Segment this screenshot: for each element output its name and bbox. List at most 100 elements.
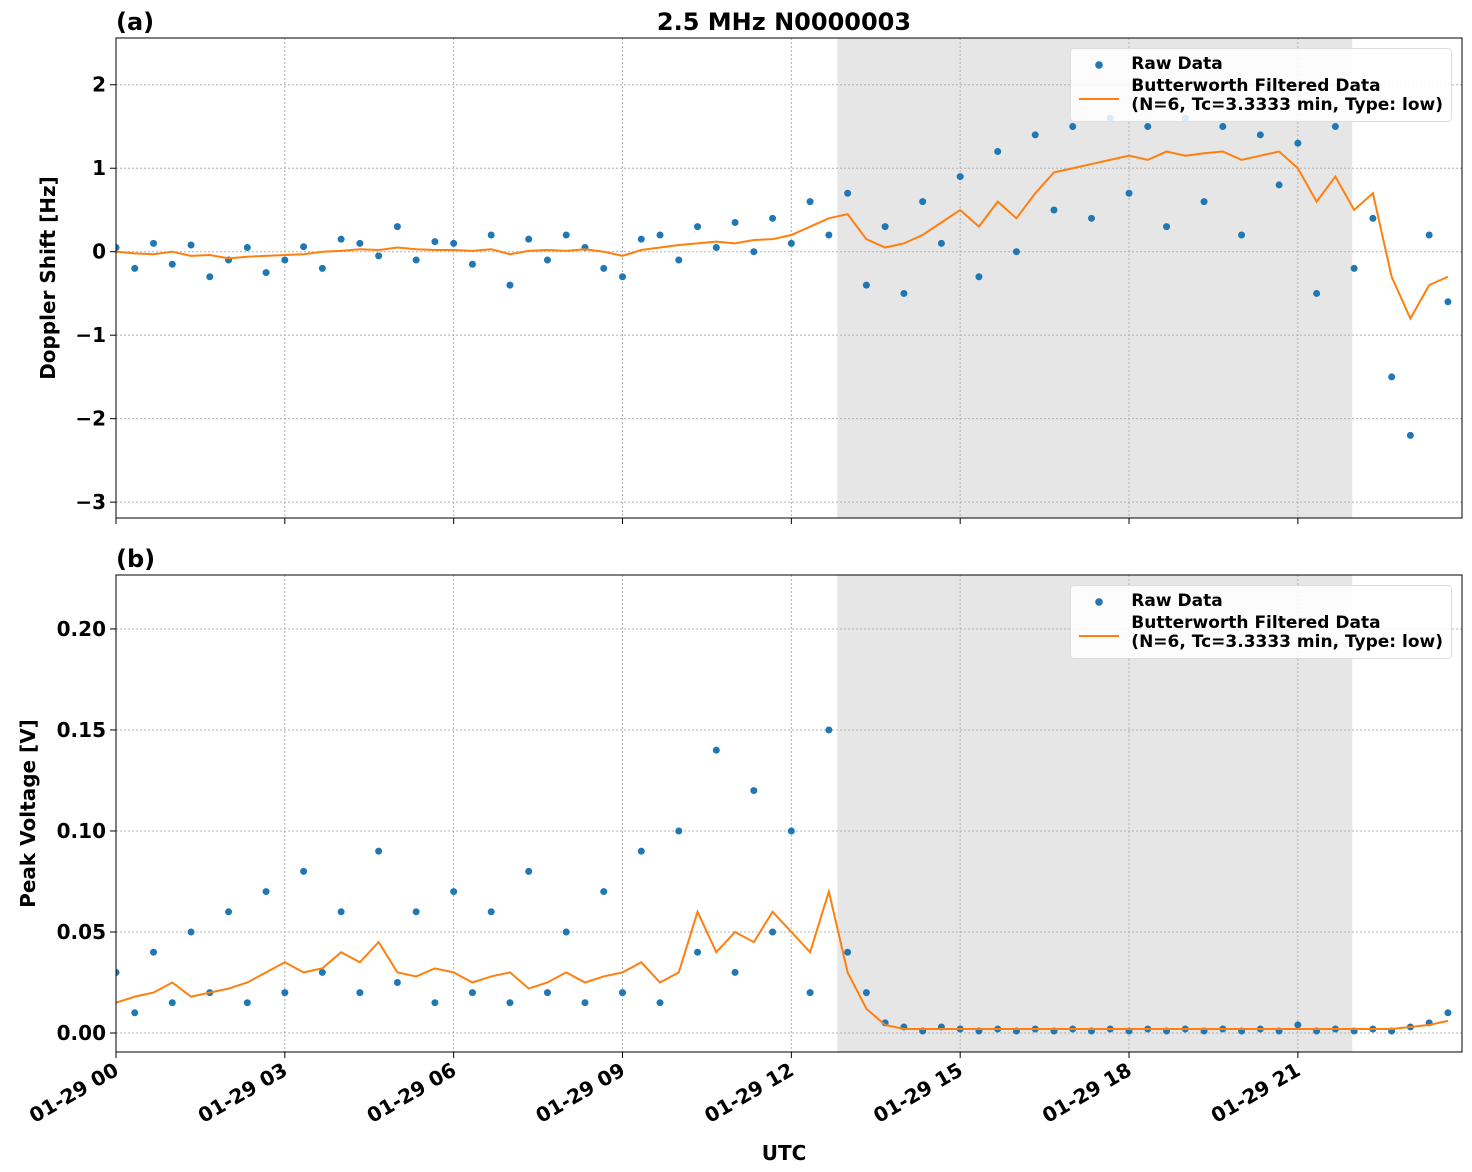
x-tick-label: 01-29 09 <box>531 1058 629 1128</box>
legend-line <box>1079 635 1120 637</box>
raw-point <box>168 999 176 1007</box>
raw-point <box>806 198 814 206</box>
raw-point <box>300 867 308 875</box>
legend-key <box>1079 614 1120 637</box>
raw-point <box>694 948 702 956</box>
x-axis-label: UTC <box>762 1141 807 1165</box>
y-tick-label: 0.15 <box>57 718 106 742</box>
raw-point <box>187 241 195 249</box>
raw-point <box>862 281 870 289</box>
raw-point <box>206 273 214 281</box>
raw-point <box>450 239 458 247</box>
raw-point <box>281 256 289 264</box>
raw-point <box>150 239 158 247</box>
raw-point <box>862 989 870 997</box>
raw-point <box>600 888 608 896</box>
raw-point <box>468 989 476 997</box>
legend: Raw Data Butterworth Filtered Data (N=6, … <box>1070 585 1452 659</box>
raw-point <box>525 867 533 875</box>
raw-point <box>262 888 270 896</box>
raw-point <box>1294 139 1302 147</box>
raw-point <box>243 999 251 1007</box>
raw-point <box>337 235 345 243</box>
raw-point <box>937 239 945 247</box>
raw-point <box>543 256 551 264</box>
axes-frame <box>115 37 1463 519</box>
y-tick-label: −2 <box>75 407 106 431</box>
x-tick-label: 01-29 18 <box>1038 1058 1136 1128</box>
raw-point <box>487 908 495 916</box>
raw-point <box>116 968 120 976</box>
x-tick-label: 01-29 15 <box>869 1058 967 1128</box>
raw-point <box>1050 206 1058 214</box>
legend-key <box>1079 592 1120 612</box>
raw-point <box>318 968 326 976</box>
panel-label: (a) <box>116 8 154 36</box>
raw-point <box>1425 231 1433 239</box>
raw-point <box>468 260 476 268</box>
raw-point <box>356 989 364 997</box>
raw-point <box>919 198 927 206</box>
raw-point <box>1444 1009 1452 1017</box>
plot-area <box>116 114 1452 439</box>
raw-point <box>1031 131 1039 139</box>
raw-point <box>1406 431 1414 439</box>
raw-point <box>450 888 458 896</box>
filtered-line <box>116 150 1449 321</box>
raw-point <box>769 928 777 936</box>
raw-point <box>131 1009 139 1017</box>
raw-point <box>787 827 795 835</box>
raw-point <box>750 248 758 256</box>
raw-point <box>243 244 251 252</box>
raw-point <box>431 999 439 1007</box>
raw-point <box>562 231 570 239</box>
raw-point <box>1200 198 1208 206</box>
raw-point <box>750 787 758 795</box>
raw-point <box>581 999 589 1007</box>
raw-point <box>825 726 833 734</box>
raw-point <box>712 244 720 252</box>
raw-point <box>543 989 551 997</box>
panel-label: (b) <box>116 545 155 573</box>
legend-text: Butterworth Filtered Data (N=6, Tc=3.333… <box>1131 613 1443 652</box>
raw-point <box>1219 122 1227 130</box>
legend-entry: Raw Data <box>1079 55 1443 75</box>
raw-point <box>1350 264 1358 272</box>
y-axis-label: Doppler Shift [Hz] <box>36 176 60 380</box>
x-tick-label: 01-29 00 <box>25 1058 123 1128</box>
raw-point <box>844 189 852 197</box>
y-tick-label: 2 <box>92 73 106 97</box>
raw-point <box>731 968 739 976</box>
raw-point <box>712 746 720 754</box>
raw-point <box>619 273 627 281</box>
raw-point <box>656 999 664 1007</box>
raw-point <box>131 264 139 272</box>
y-tick-label: 0.00 <box>57 1021 106 1045</box>
y-tick-label: 0 <box>92 240 106 264</box>
raw-point <box>506 999 514 1007</box>
chart-title: 2.5 MHz N0000003 <box>657 8 911 36</box>
plot-area <box>116 726 1452 1035</box>
y-tick-label: 1 <box>92 156 106 180</box>
raw-point <box>1313 289 1321 297</box>
raw-point <box>694 223 702 231</box>
raw-point <box>975 273 983 281</box>
filtered-line <box>116 887 1449 1030</box>
raw-point <box>187 928 195 936</box>
raw-point <box>1012 248 1020 256</box>
axes-frame <box>115 574 1463 1053</box>
raw-point <box>637 847 645 855</box>
raw-point <box>637 235 645 243</box>
raw-point <box>150 948 158 956</box>
raw-point <box>600 264 608 272</box>
legend-key <box>1079 55 1120 75</box>
raw-point <box>731 218 739 226</box>
raw-point <box>787 239 795 247</box>
raw-point <box>1369 214 1377 222</box>
x-tick-label: 01-29 12 <box>700 1058 798 1128</box>
legend-entry: Butterworth Filtered Data (N=6, Tc=3.333… <box>1079 614 1443 652</box>
y-tick-label: −1 <box>75 323 106 347</box>
raw-point <box>487 231 495 239</box>
raw-point <box>412 908 420 916</box>
